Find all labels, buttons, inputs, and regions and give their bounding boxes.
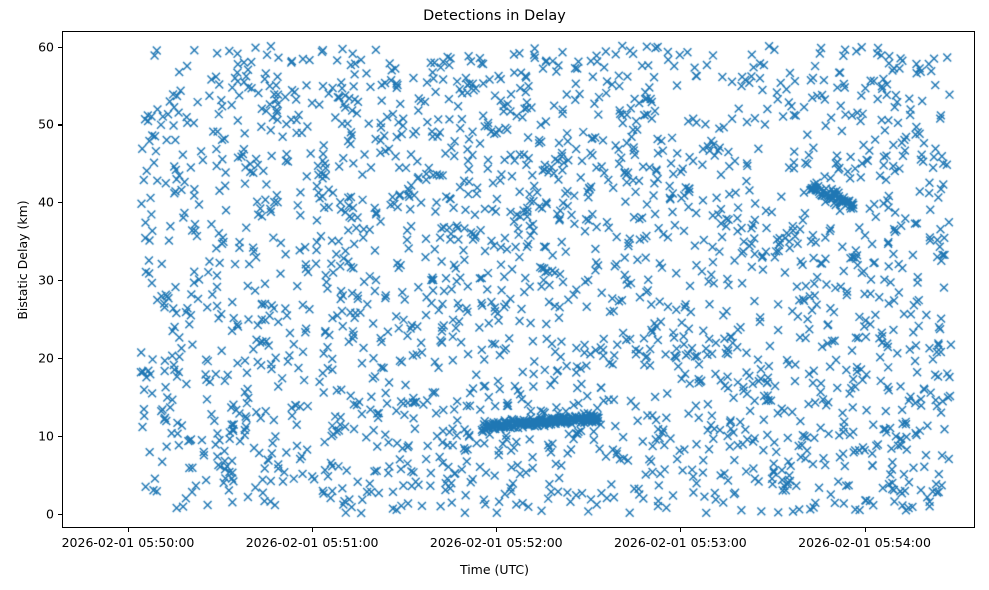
y-tick-label: 10 [38,428,54,444]
y-tick-mark [58,513,62,516]
y-tick-label: 30 [38,272,54,288]
y-axis-label: Bistatic Delay (km) [15,200,30,320]
y-tick-mark [58,46,62,48]
x-tick-label: 2026-02-01 05:51:00 [245,535,379,550]
y-tick-mark [58,202,62,204]
x-tick-label: 2026-02-01 05:50:00 [61,535,195,550]
y-tick-mark [58,280,62,282]
x-tick-label: 2026-02-01 05:52:00 [429,535,563,550]
y-tick-mark [58,124,62,126]
y-tick-label: 40 [38,194,54,210]
scatter-plot-canvas [63,32,974,527]
y-tick-label: 0 [46,506,54,522]
x-tick-mark [864,528,866,532]
x-tick-mark [496,528,498,532]
x-tick-mark [127,528,130,532]
y-tick-label: 50 [38,116,54,132]
page-title: Detections in Delay [423,8,566,24]
x-tick-label: 2026-02-01 05:53:00 [613,535,747,550]
x-tick-mark [680,528,682,532]
y-tick-mark [58,436,62,438]
y-tick-label: 60 [38,39,54,55]
y-tick-label: 20 [38,350,54,366]
x-tick-label: 2026-02-01 05:54:00 [798,535,931,550]
x-axis-label: Time (UTC) [459,562,530,577]
x-tick-mark [312,528,314,532]
y-tick-mark [58,358,62,360]
plot-axes [62,31,975,528]
